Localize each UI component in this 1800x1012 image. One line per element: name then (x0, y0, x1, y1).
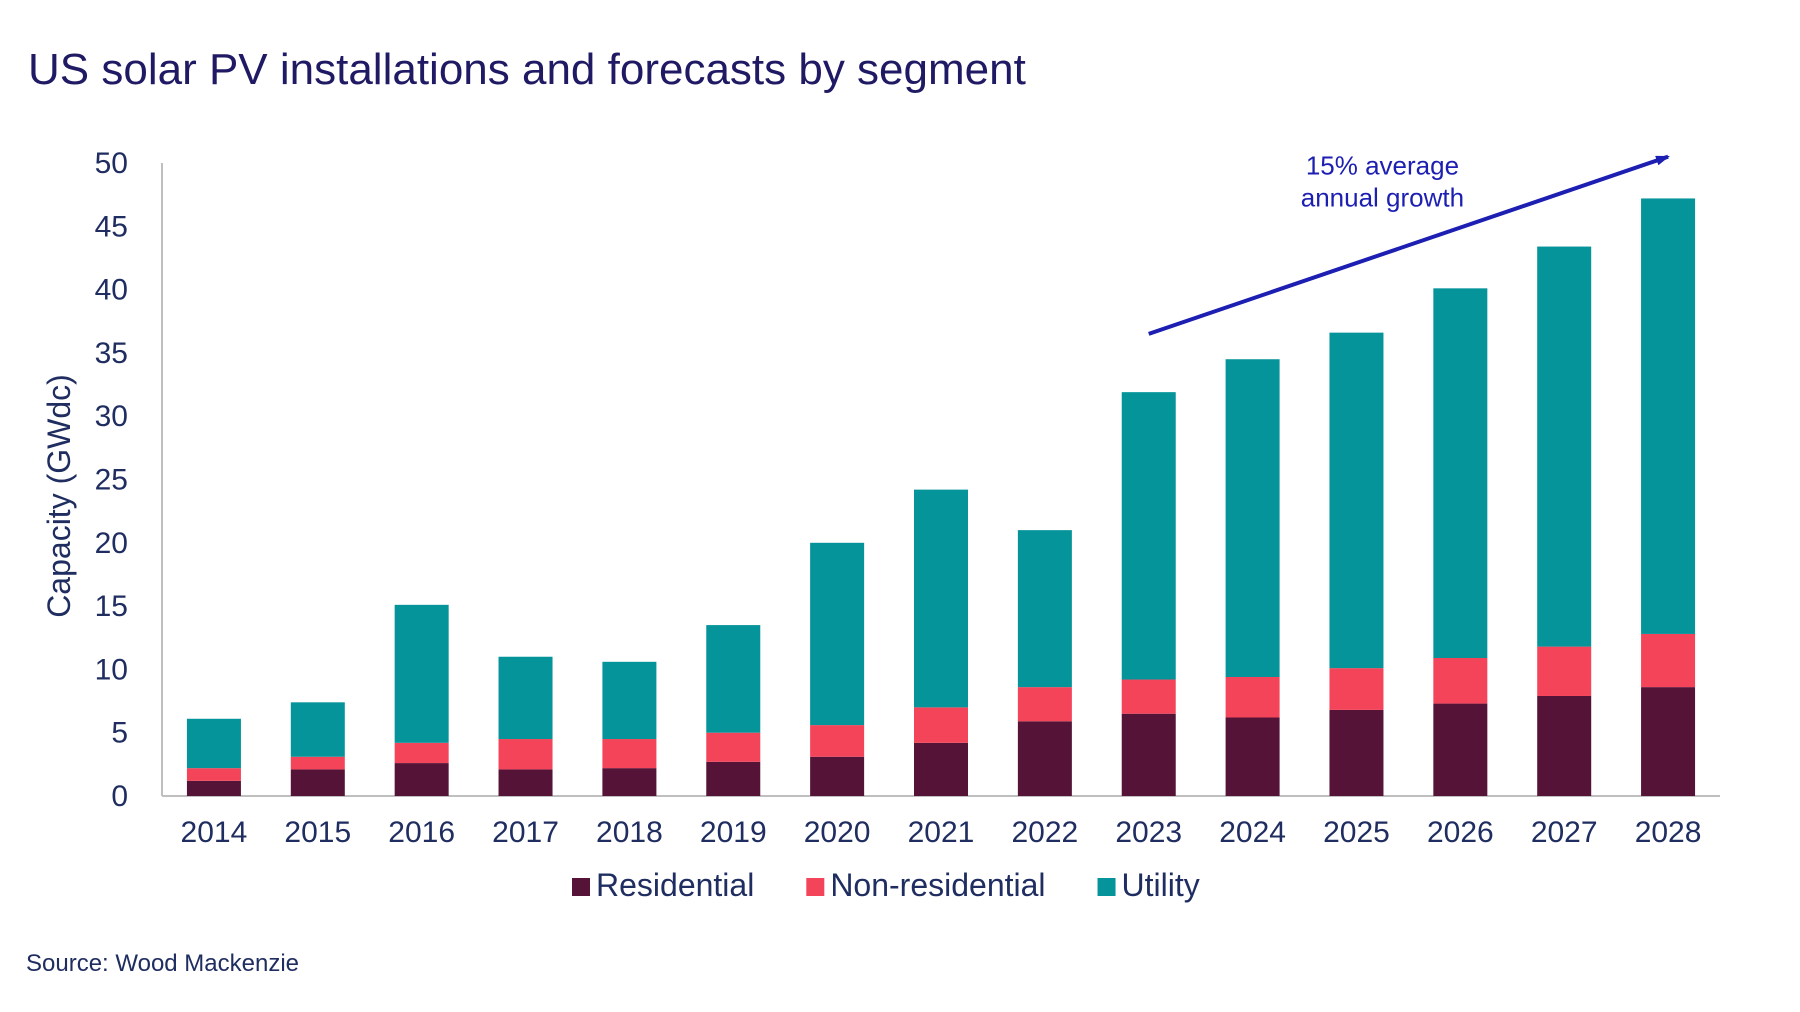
growth-annotation-text: annual growth (1301, 183, 1464, 213)
bar-segment-non-residential (706, 732, 761, 762)
legend-swatch (572, 878, 590, 896)
bar-segment-non-residential (1225, 676, 1280, 718)
bar-segment-non-residential (914, 707, 968, 743)
growth-arrow (1148, 154, 1670, 336)
y-tick-label: 40 (95, 274, 128, 307)
bar-segment-utility (290, 702, 345, 757)
bar-segment-residential (810, 756, 865, 796)
bar-segment-residential (1121, 713, 1176, 796)
x-tick-label: 2024 (1219, 816, 1286, 849)
x-tick-label: 2018 (596, 816, 663, 849)
bar-segment-utility (1329, 332, 1384, 669)
x-tick-label: 2021 (908, 816, 975, 849)
bar-segment-non-residential (1641, 633, 1696, 688)
bar-segment-non-residential (602, 739, 657, 769)
y-tick-label: 10 (95, 653, 128, 686)
x-tick-label: 2014 (181, 816, 248, 849)
y-tick-label: 30 (95, 400, 128, 433)
legend-label: Utility (1122, 867, 1200, 903)
bar-segment-residential (1329, 709, 1384, 796)
bar-segment-residential (1433, 703, 1488, 796)
x-tick-label: 2027 (1531, 816, 1598, 849)
bar-segment-residential (1225, 717, 1280, 796)
bar-segment-non-residential (1537, 646, 1592, 696)
x-tick-label: 2015 (284, 816, 351, 849)
bar-segment-non-residential (1121, 679, 1176, 714)
bar-segment-non-residential (290, 756, 345, 770)
x-tick-label: 2023 (1115, 816, 1182, 849)
bar-segment-utility (1017, 530, 1072, 688)
bar-segment-utility (914, 489, 968, 708)
bar-segment-utility (1537, 246, 1592, 647)
y-tick-label: 45 (95, 210, 128, 243)
x-tick-label: 2022 (1011, 816, 1078, 849)
y-tick-label: 5 (111, 717, 128, 750)
growth-annotation-text: 15% average (1306, 151, 1459, 181)
x-tick-label: 2026 (1427, 816, 1494, 849)
bar-segment-non-residential (1329, 668, 1384, 710)
bar-segment-utility (1121, 392, 1176, 680)
bar-segment-utility (602, 661, 657, 740)
bar-segment-residential (1641, 687, 1696, 796)
bar-segment-non-residential (810, 725, 865, 757)
x-tick-label: 2028 (1635, 816, 1702, 849)
y-tick-label: 25 (95, 464, 128, 497)
bar-segment-residential (914, 742, 968, 796)
bar-segment-non-residential (1017, 687, 1072, 722)
bar-segment-residential (706, 761, 761, 796)
x-tick-label: 2020 (804, 816, 871, 849)
legend: Residential Non-residential Utility (572, 867, 1200, 903)
bar-segment-non-residential (186, 768, 241, 781)
bar-segment-utility (1225, 359, 1280, 677)
x-tick-label: 2019 (700, 816, 767, 849)
y-tick-label: 50 (95, 147, 128, 180)
source-note: Source: Wood Mackenzie (26, 950, 299, 977)
bar-segment-non-residential (498, 739, 553, 770)
bar-segment-utility (498, 656, 553, 740)
y-tick-label: 20 (95, 527, 128, 560)
bar-segment-utility (394, 604, 449, 743)
y-tick-label: 15 (95, 590, 128, 623)
bar-segment-utility (1641, 198, 1696, 634)
legend-label: Residential (596, 867, 754, 903)
chart-title: US solar PV installations and forecasts … (28, 45, 1026, 94)
legend-swatch (1097, 878, 1116, 896)
bar-segment-residential (290, 769, 345, 796)
y-axis-title: Capacity (GWdc) (41, 374, 77, 618)
y-tick-label: 0 (111, 780, 128, 813)
bar-segment-residential (394, 763, 449, 796)
bar-segment-residential (498, 769, 553, 796)
bar-segment-utility (810, 542, 865, 726)
bar-segment-non-residential (394, 742, 449, 764)
x-tick-label: 2016 (388, 816, 455, 849)
bar-segment-residential (1017, 721, 1072, 796)
bar-segment-utility (186, 718, 241, 769)
x-tick-label: 2017 (492, 816, 559, 849)
legend-swatch (806, 878, 825, 896)
bar-segment-utility (706, 625, 761, 733)
bar-segment-residential (602, 768, 657, 796)
bar-segment-non-residential (1433, 658, 1488, 704)
y-tick-label: 35 (95, 337, 128, 370)
bar-segment-residential (1537, 695, 1592, 796)
bar-segment-utility (1433, 288, 1488, 659)
x-tick-label: 2025 (1323, 816, 1390, 849)
legend-label: Non-residential (830, 867, 1045, 903)
bar-segment-residential (186, 780, 241, 796)
